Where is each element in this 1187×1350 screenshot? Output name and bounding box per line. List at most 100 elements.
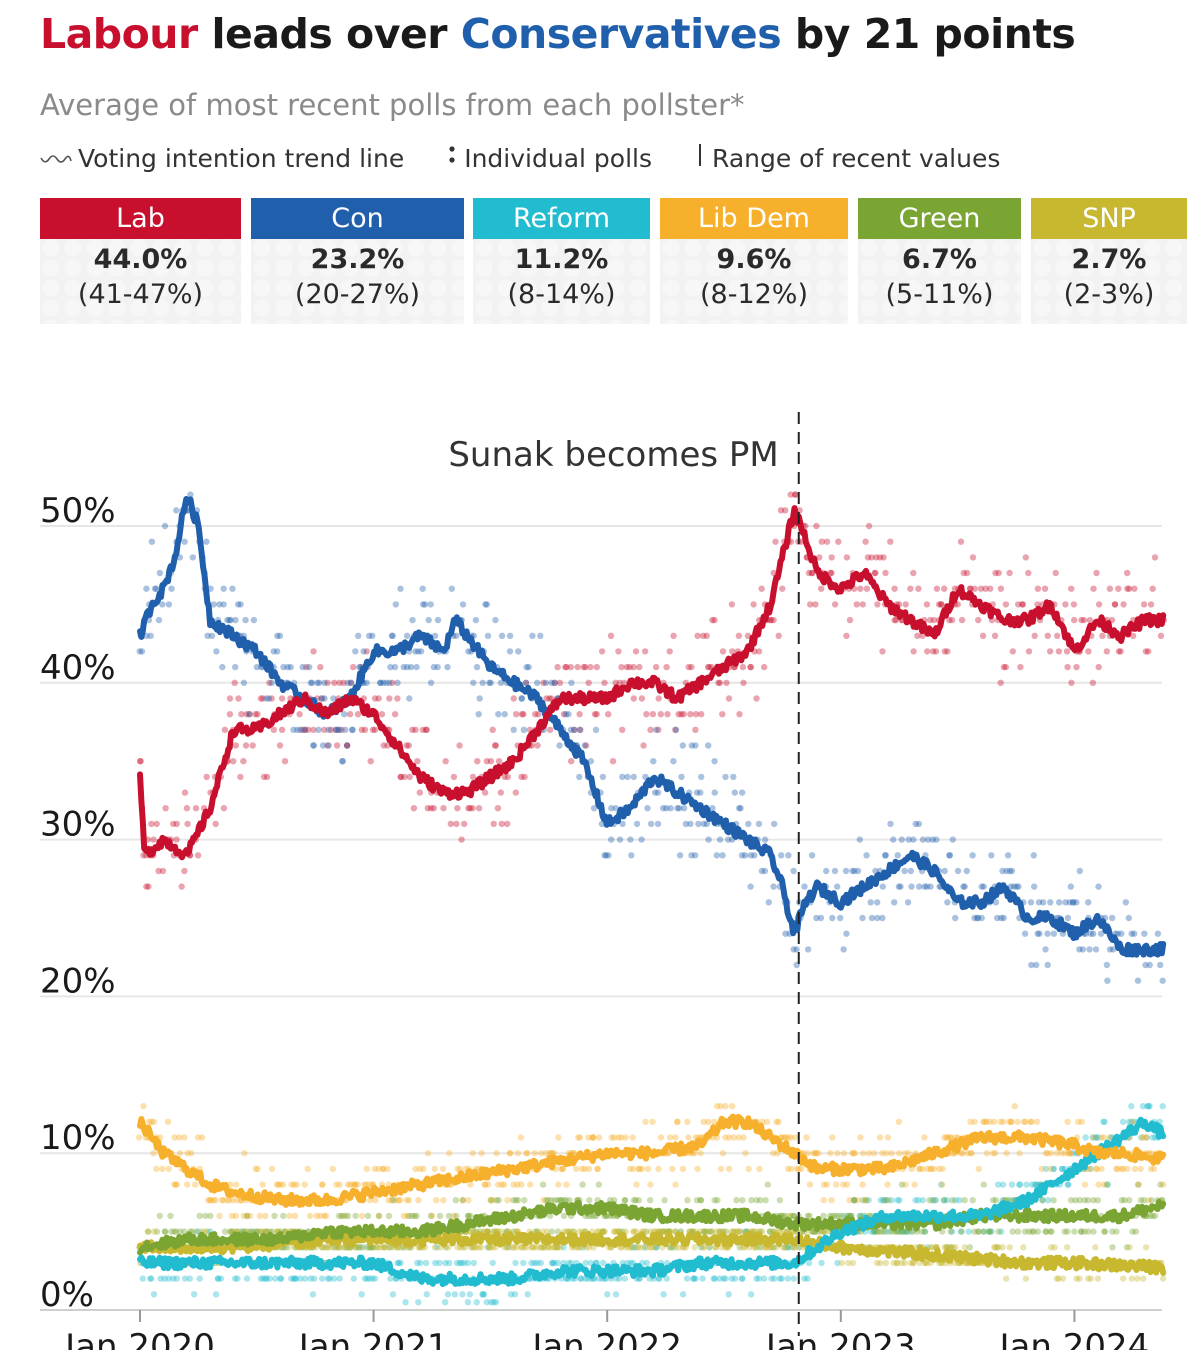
poll-dot xyxy=(557,1165,565,1173)
poll-dot xyxy=(777,507,785,514)
poll-dot xyxy=(1117,648,1124,655)
poll-dot xyxy=(317,1212,324,1220)
poll-dot xyxy=(1100,1118,1107,1125)
poll-dot xyxy=(469,773,477,781)
party-value: 9.6% xyxy=(716,244,792,275)
poll-dot xyxy=(319,1181,326,1188)
poll-dot xyxy=(944,1134,952,1141)
poll-dot xyxy=(995,569,1002,577)
poll-dot xyxy=(653,726,660,733)
poll-dot xyxy=(492,1299,500,1306)
poll-dot xyxy=(1042,1165,1050,1173)
poll-dot xyxy=(497,679,505,686)
poll-dot xyxy=(487,1197,495,1204)
poll-dot xyxy=(482,1181,489,1188)
poll-dot xyxy=(464,1212,472,1220)
poll-dot xyxy=(717,1165,725,1173)
poll-dot xyxy=(1027,1118,1034,1125)
poll-dot xyxy=(747,663,754,671)
poll-dot xyxy=(805,569,813,577)
poll-dot xyxy=(600,1259,607,1267)
poll-dot xyxy=(161,522,169,530)
poll-dot xyxy=(256,1212,264,1220)
poll-dot xyxy=(1061,1150,1069,1157)
poll-dot xyxy=(684,1197,691,1204)
poll-dot xyxy=(610,1134,618,1141)
poll-dot xyxy=(1109,946,1117,953)
page-subtitle: Average of most recent polls from each p… xyxy=(40,88,745,122)
poll-dot xyxy=(1093,1165,1100,1173)
poll-dot xyxy=(176,1150,184,1157)
poll-dot xyxy=(632,1244,639,1251)
poll-dot xyxy=(784,1275,792,1282)
poll-dot xyxy=(1149,1134,1156,1141)
title-conservatives: Conservatives xyxy=(460,10,782,58)
poll-dot xyxy=(829,914,836,922)
poll-dot xyxy=(539,1181,547,1188)
poll-dot xyxy=(764,1181,771,1188)
poll-dot xyxy=(548,1259,556,1267)
poll-dot xyxy=(1159,977,1166,984)
poll-dot xyxy=(1011,1103,1018,1110)
poll-dot xyxy=(790,1275,797,1282)
poll-dot xyxy=(902,1181,909,1188)
poll-dot xyxy=(1115,648,1123,655)
poll-dot xyxy=(960,569,967,577)
poll-dot xyxy=(521,1197,528,1204)
poll-dot xyxy=(403,1197,411,1204)
poll-dot xyxy=(626,663,633,671)
poll-dot xyxy=(980,1181,987,1188)
poll-dot xyxy=(974,914,981,922)
poll-dot xyxy=(851,1197,858,1204)
poll-dot xyxy=(715,679,722,686)
poll-dot xyxy=(210,1197,217,1204)
poll-dot xyxy=(884,1181,891,1188)
poll-dot xyxy=(307,1275,314,1282)
poll-dot xyxy=(901,1228,908,1235)
poll-dot xyxy=(226,695,234,702)
poll-dot xyxy=(738,852,746,859)
poll-dot xyxy=(663,805,670,812)
poll-dot xyxy=(986,1118,993,1125)
poll-dot xyxy=(442,1299,449,1306)
poll-dot xyxy=(1031,883,1038,890)
poll-dot xyxy=(543,1197,550,1204)
poll-dot xyxy=(366,1181,373,1188)
poll-dot xyxy=(150,1291,158,1298)
poll-dot xyxy=(1036,930,1043,937)
party-name: Green xyxy=(858,198,1021,239)
poll-dot xyxy=(327,726,335,733)
poll-dot xyxy=(157,1275,164,1282)
poll-dot xyxy=(229,585,236,592)
poll-dot xyxy=(1044,632,1052,639)
poll-dot xyxy=(556,742,563,749)
poll-dot xyxy=(630,663,637,671)
poll-dot xyxy=(1044,1150,1051,1157)
poll-dot xyxy=(212,1197,219,1204)
poll-dot xyxy=(517,1134,525,1141)
poll-dot xyxy=(1159,1275,1167,1282)
party-range: (20-27%) xyxy=(294,279,421,310)
poll-dot xyxy=(891,585,898,592)
x-tick-label: Jan 2021 xyxy=(297,1327,449,1350)
poll-dot xyxy=(1103,648,1111,655)
poll-dot xyxy=(162,805,169,812)
poll-dot xyxy=(524,1150,531,1157)
poll-dot xyxy=(638,695,646,702)
poll-dot xyxy=(344,742,351,749)
poll-dot xyxy=(507,1291,515,1298)
poll-dot xyxy=(1094,1275,1102,1282)
poll-dot xyxy=(880,554,887,561)
poll-dot xyxy=(765,899,772,906)
poll-dot xyxy=(914,632,921,639)
poll-dot xyxy=(586,1197,593,1204)
poll-dot xyxy=(232,1212,239,1220)
poll-dot xyxy=(1145,1103,1152,1110)
poll-dot xyxy=(753,695,760,702)
poll-dot xyxy=(804,1150,811,1157)
poll-dot xyxy=(941,648,948,655)
poll-dot xyxy=(324,742,331,749)
poll-dot xyxy=(217,1275,225,1282)
party-value: 6.7% xyxy=(902,244,977,275)
poll-dot xyxy=(766,1228,773,1235)
